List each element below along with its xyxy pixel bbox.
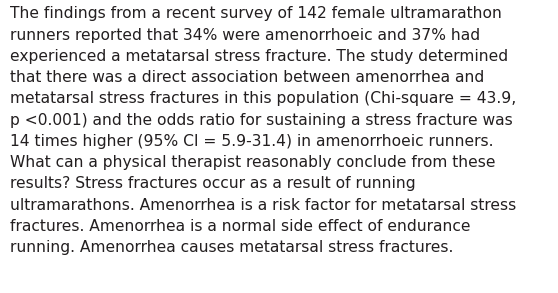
Text: The findings from a recent survey of 142 female ultramarathon
runners reported t: The findings from a recent survey of 142…: [10, 6, 516, 255]
